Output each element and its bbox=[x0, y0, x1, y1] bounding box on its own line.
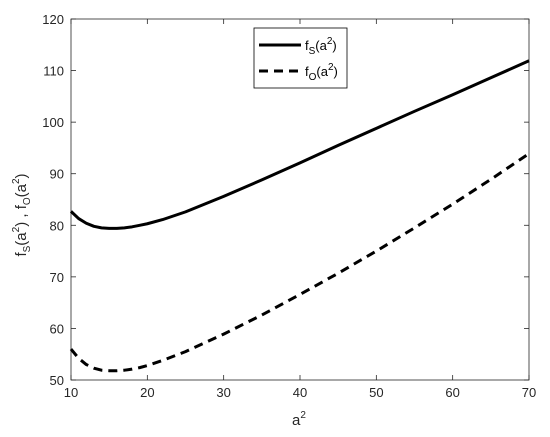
x-tick-label: 50 bbox=[369, 385, 383, 400]
y-tick-label: 70 bbox=[50, 270, 64, 285]
x-tick-label: 40 bbox=[293, 385, 307, 400]
x-tick-label: 30 bbox=[216, 385, 230, 400]
series-line-fs bbox=[69, 59, 530, 230]
legend-label-fs: fS(a2) bbox=[305, 36, 337, 57]
y-tick-label: 90 bbox=[50, 167, 64, 182]
y-tick-label: 80 bbox=[50, 218, 64, 233]
y-tick-label: 120 bbox=[42, 12, 64, 27]
y-tick-label: 60 bbox=[50, 321, 64, 336]
y-axis-label: fS(a2) , fO(a2) bbox=[11, 173, 33, 256]
legend: fS(a2) fO(a2) bbox=[253, 27, 348, 89]
y-tick-label: 110 bbox=[43, 64, 64, 79]
axis-ticks: 10 20 30 40 50 60 70 50 60 70 80 90 100 110 120 bbox=[42, 12, 536, 400]
x-axis-label: a2 bbox=[292, 410, 306, 429]
legend-box bbox=[253, 27, 348, 89]
x-tick-label: 70 bbox=[522, 385, 536, 400]
x-axis-label-base: a bbox=[292, 412, 301, 429]
y-tick-label: 100 bbox=[42, 115, 64, 130]
x-tick-label: 10 bbox=[64, 385, 78, 400]
y-tick-label: 50 bbox=[50, 373, 64, 388]
x-axis-label-sup: 2 bbox=[300, 410, 306, 421]
series-line-fo bbox=[69, 152, 530, 373]
x-tick-label: 60 bbox=[445, 385, 459, 400]
series-lines bbox=[69, 59, 530, 373]
legend-label-fo: fO(a2) bbox=[305, 62, 338, 83]
x-tick-label: 20 bbox=[140, 385, 154, 400]
